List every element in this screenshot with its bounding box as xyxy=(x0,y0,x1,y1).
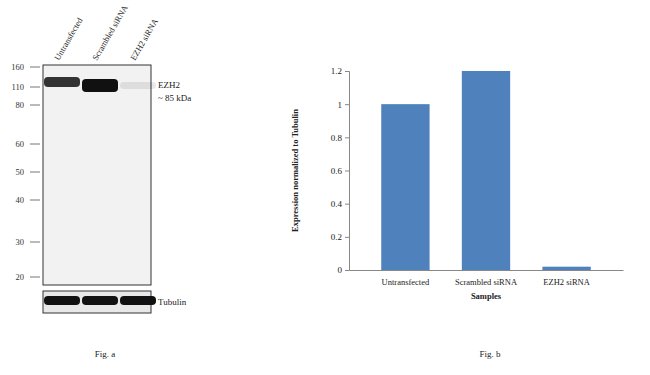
figure: UntransfectedScrambled siRNAEZH2 siRNA16… xyxy=(0,0,650,375)
y-tick-label: 1.2 xyxy=(331,66,342,76)
x-tick: Scrambled siRNA xyxy=(455,270,518,287)
lane-label: Untransfected xyxy=(52,15,85,62)
y-tick: 1.2 xyxy=(331,66,349,76)
y-tick-label: 0.4 xyxy=(331,199,343,209)
y-tick: 1 xyxy=(338,100,350,110)
y-tick-mark xyxy=(345,171,349,172)
band-size: ~ 85 kDa xyxy=(158,93,191,103)
ezh2-band xyxy=(120,82,156,89)
y-axis: 0 0.2 0.4 0.6 0.8 1 1.2 xyxy=(331,66,350,275)
loading-control-label: Tubulin xyxy=(158,297,187,307)
tubulin-band xyxy=(120,296,156,305)
marker-label: 80 xyxy=(16,100,25,110)
y-tick-label: 0.6 xyxy=(331,166,343,176)
blot-panel: UntransfectedScrambled siRNAEZH2 siRNA 16… xyxy=(11,2,191,359)
x-tick: EZH2 siRNA xyxy=(543,270,590,287)
y-tick: 0.8 xyxy=(331,133,349,143)
y-tick-mark xyxy=(345,270,349,271)
y-tick-mark xyxy=(345,237,349,238)
y-tick-label: 0.2 xyxy=(331,232,342,242)
marker-label: 20 xyxy=(16,272,25,282)
y-tick: 0.6 xyxy=(331,166,349,176)
bars xyxy=(381,71,591,270)
marker-label: 50 xyxy=(16,167,25,177)
y-tick-label: 0.8 xyxy=(331,133,343,143)
blot-membrane xyxy=(43,65,151,285)
y-tick: 0 xyxy=(338,265,350,275)
bar xyxy=(381,104,429,270)
tubulin-band xyxy=(82,296,118,305)
marker-label: 60 xyxy=(16,139,25,149)
caption: Fig. a xyxy=(95,349,116,359)
x-axis: Untransfected Scrambled siRNA EZH2 siRNA xyxy=(350,270,624,287)
y-tick: 0.2 xyxy=(331,232,349,242)
marker-label: 40 xyxy=(16,195,25,205)
marker-label: 110 xyxy=(12,82,24,92)
y-tick-mark xyxy=(345,204,349,205)
tubulin-band xyxy=(44,296,80,305)
marker-tick xyxy=(30,277,40,278)
marker-tick xyxy=(30,172,40,173)
caption: Fig. b xyxy=(479,349,501,359)
y-axis-title: Expression normalized to Tubulin xyxy=(290,109,300,232)
y-tick: 0.4 xyxy=(331,199,349,209)
y-tick-mark xyxy=(345,71,349,72)
lane-label: EZH2 siRNA xyxy=(128,16,160,62)
ezh2-band xyxy=(44,77,80,87)
bar xyxy=(462,71,510,270)
chart-panel: 0 0.2 0.4 0.6 0.8 1 1.2 Untransfected Scrambled … xyxy=(290,66,624,359)
y-tick-label: 0 xyxy=(338,265,343,275)
marker-tick xyxy=(30,242,40,243)
y-axis-line xyxy=(345,72,350,271)
y-tick-label: 1 xyxy=(338,100,343,110)
lane-label: Scrambled siRNA xyxy=(90,2,130,62)
ezh2-band xyxy=(82,79,118,92)
x-tick-label: EZH2 siRNA xyxy=(543,277,590,287)
marker-label: 30 xyxy=(16,237,25,247)
marker-tick xyxy=(30,87,40,88)
marker-tick xyxy=(30,67,40,68)
y-tick-mark xyxy=(345,104,349,105)
marker-label: 160 xyxy=(11,62,24,72)
band-label: EZH2 xyxy=(158,80,180,90)
marker-tick xyxy=(30,144,40,145)
x-axis-line xyxy=(350,270,624,271)
y-tick-mark xyxy=(345,137,349,138)
x-tick-label: Scrambled siRNA xyxy=(455,277,518,287)
x-axis-title: Samples xyxy=(471,291,502,301)
marker-tick xyxy=(30,200,40,201)
x-tick-label: Untransfected xyxy=(382,277,430,287)
x-tick: Untransfected xyxy=(382,270,430,287)
marker-tick xyxy=(30,105,40,106)
bar xyxy=(542,267,590,270)
